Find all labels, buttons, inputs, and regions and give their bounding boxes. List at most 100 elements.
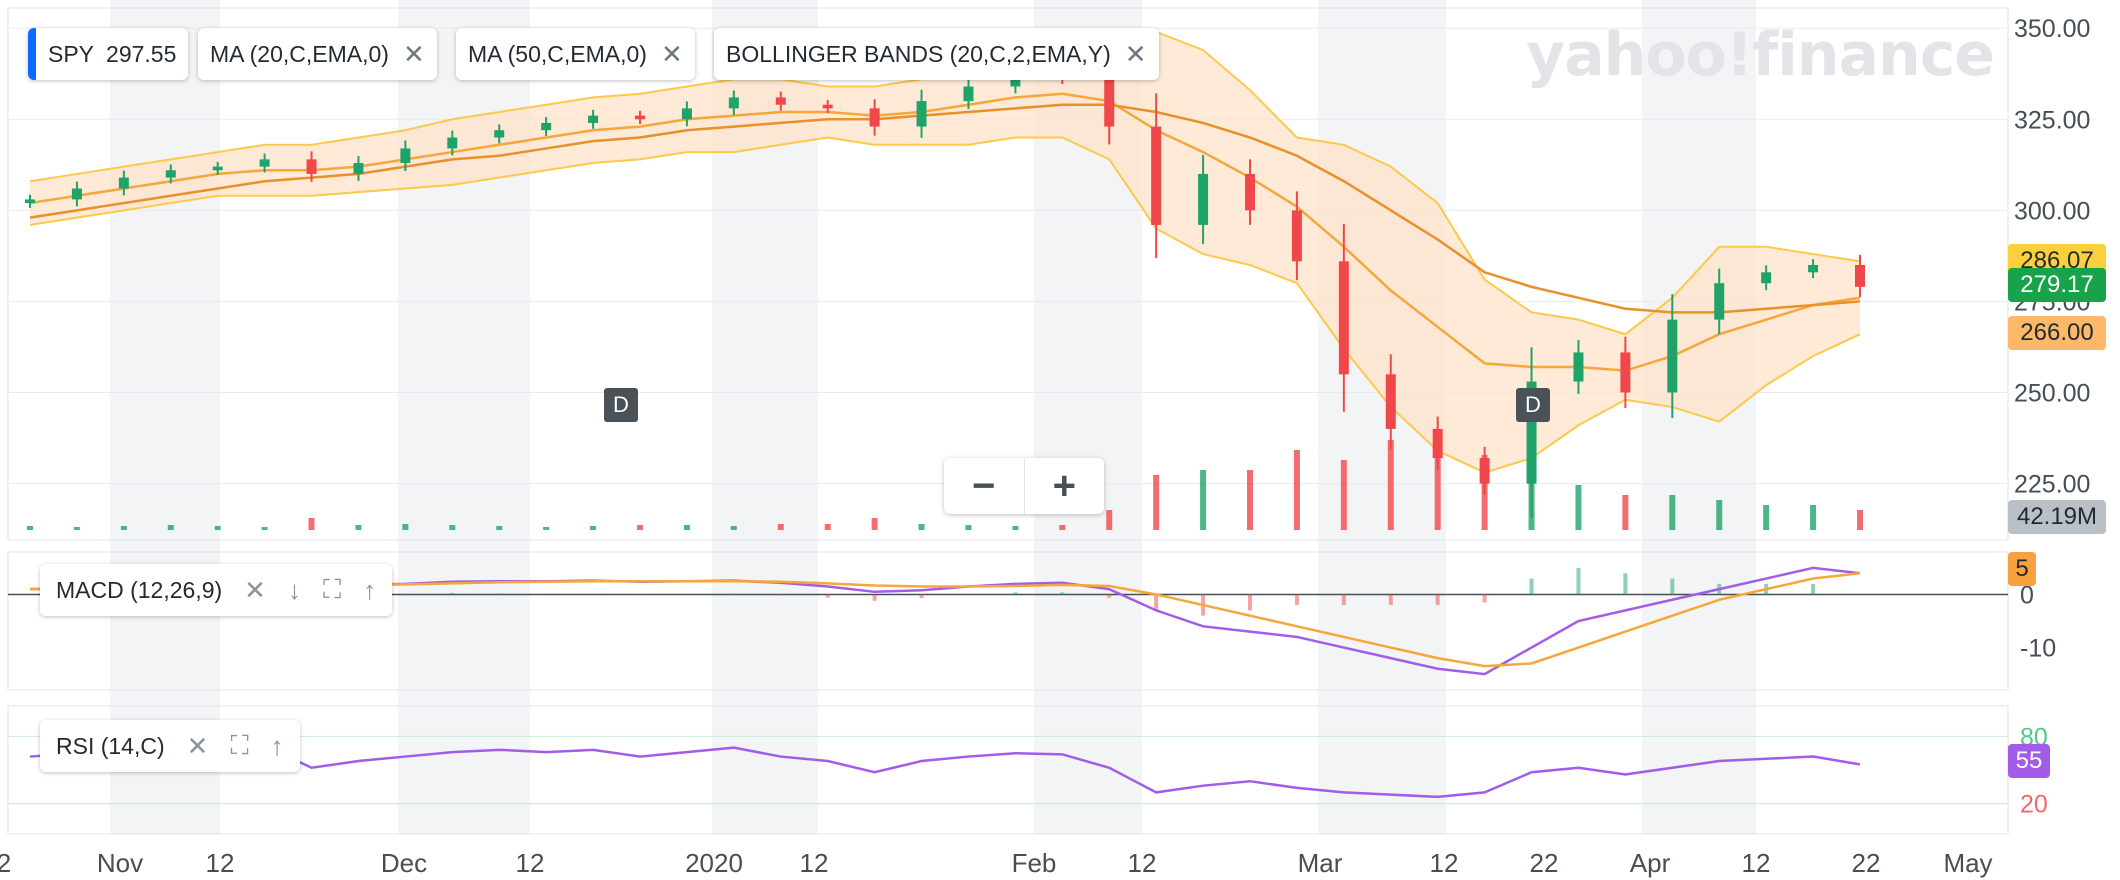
time-axis-label: Apr	[1630, 848, 1671, 878]
arrow-up-icon[interactable]: ↑	[270, 730, 284, 761]
expand-icon[interactable]: ⛶	[322, 574, 342, 604]
volume-bar	[1857, 510, 1863, 530]
last-price-tag: 279.17	[2008, 268, 2106, 302]
bollinger-band-fill	[30, 31, 1860, 473]
candle-body	[259, 159, 270, 167]
macd-histogram-bar	[497, 593, 502, 595]
ma20-label: MA (20,C,EMA,0)	[210, 40, 389, 67]
ma50-label: MA (50,C,EMA,0)	[468, 40, 647, 67]
candle-body	[1151, 126, 1162, 225]
time-axis-label: 12	[1430, 848, 1459, 878]
time-axis-label: 12	[1128, 848, 1157, 878]
macd-histogram-bar	[1154, 594, 1159, 611]
arrow-down-icon[interactable]: ↓	[287, 574, 301, 605]
macd-histogram-bar	[778, 594, 783, 596]
candle-body	[1761, 272, 1772, 284]
candle-body	[541, 122, 552, 131]
macd-histogram-bar	[919, 594, 924, 599]
volume-bar	[1059, 525, 1066, 530]
ma50-chip[interactable]: MA (50,C,EMA,0) ✕	[456, 28, 695, 80]
time-axis-label: Nov	[97, 848, 143, 878]
candle-body	[1526, 381, 1537, 484]
candle-body	[1479, 458, 1490, 484]
candle-body	[306, 159, 317, 174]
volume-bar	[871, 518, 878, 530]
macd-histogram-bar	[1294, 594, 1299, 606]
candle-body	[916, 101, 927, 127]
close-icon[interactable]: ✕	[186, 730, 209, 761]
remove-bollinger-close-icon[interactable]: ✕	[1124, 38, 1147, 69]
time-axis-label: 2020	[685, 848, 743, 878]
bollinger-lower-line	[29, 136, 1861, 474]
volume-bar	[1200, 470, 1207, 530]
time-axis-label: 22	[1530, 848, 1559, 878]
zoom-in-button[interactable]: +	[1052, 463, 1076, 508]
macd-tick-label: 0	[2020, 581, 2034, 609]
symbol-chip[interactable]: SPY 297.55	[28, 28, 189, 80]
remove-ma20-close-icon[interactable]: ✕	[402, 38, 425, 69]
candle-body	[25, 199, 35, 204]
time-axis-label: 12	[516, 848, 545, 878]
candle-body	[1104, 79, 1115, 127]
time-axis-label: 2	[0, 848, 11, 878]
price-tick-label: 325.00	[2014, 106, 2090, 134]
rsi-line	[29, 744, 1861, 799]
candle-body	[1432, 428, 1443, 459]
volume-bar	[1340, 460, 1347, 530]
rsi-tick-label: 20	[2020, 791, 2048, 819]
volume-bar	[683, 525, 690, 530]
macd-histogram-bar	[1623, 573, 1628, 595]
macd-histogram-bar	[872, 594, 877, 601]
volume-bar	[496, 526, 503, 530]
dividend-marker[interactable]: D	[1516, 388, 1550, 422]
macd-histogram-bar	[1107, 594, 1112, 598]
volume-bar	[1669, 495, 1676, 530]
macd-histogram-bar	[1060, 592, 1065, 595]
volume-bar	[1012, 526, 1019, 530]
price-tick-label: 225.00	[2014, 471, 2090, 499]
macd-histogram-bar	[591, 593, 596, 595]
macd-legend[interactable]: MACD (12,26,9) ✕ ↓ ⛶ ↑	[40, 564, 393, 616]
zoom-out-button[interactable]: −	[944, 458, 1025, 514]
candle-body	[165, 170, 176, 178]
candle-body	[400, 148, 411, 163]
candle-body	[681, 108, 692, 120]
volume-bar	[167, 525, 174, 530]
volume-bar	[1293, 450, 1300, 530]
dividend-marker[interactable]: D	[604, 388, 638, 422]
close-icon[interactable]: ✕	[244, 574, 266, 605]
rsi-legend[interactable]: RSI (14,C) ✕ ⛶ ↑	[40, 720, 300, 772]
zoom-control[interactable]: − +	[944, 458, 1104, 514]
column-shade	[1642, 0, 1756, 834]
candle-body	[447, 137, 458, 149]
candle-body	[822, 104, 833, 109]
time-axis-label: 12	[800, 848, 829, 878]
volume-bar	[449, 525, 456, 530]
time-axis-label: Feb	[1012, 848, 1057, 878]
ma50-line	[29, 103, 1861, 314]
expand-icon[interactable]: ⛶	[230, 730, 249, 760]
time-axis-label: May	[1943, 848, 1992, 878]
volume-bar	[1810, 505, 1817, 530]
volume-bar	[965, 525, 972, 530]
macd-histogram-bar	[1341, 594, 1346, 606]
bollinger-chip[interactable]: BOLLINGER BANDS (20,C,2,EMA,Y) ✕	[714, 28, 1159, 80]
remove-ma50-close-icon[interactable]: ✕	[660, 38, 683, 69]
macd-histogram-bar	[544, 593, 549, 595]
candle-body	[1573, 352, 1584, 382]
volume-bar	[730, 526, 737, 530]
volume-bar	[1575, 485, 1582, 530]
macd-histogram-bar	[1576, 567, 1581, 595]
rsi-value-tag: 55	[2008, 744, 2050, 778]
bollinger-label: BOLLINGER BANDS (20,C,2,EMA,Y)	[726, 40, 1111, 67]
macd-histogram-bar	[825, 594, 830, 598]
volume-bar	[777, 524, 784, 530]
volume-bar	[73, 527, 80, 530]
ma20-chip[interactable]: MA (20,C,EMA,0) ✕	[198, 28, 437, 80]
arrow-up-icon[interactable]: ↑	[363, 574, 377, 605]
ma20-line	[29, 92, 1861, 372]
candle-body	[1010, 75, 1021, 87]
volume-bar	[1247, 470, 1253, 530]
macd-histogram-bar	[731, 593, 736, 595]
